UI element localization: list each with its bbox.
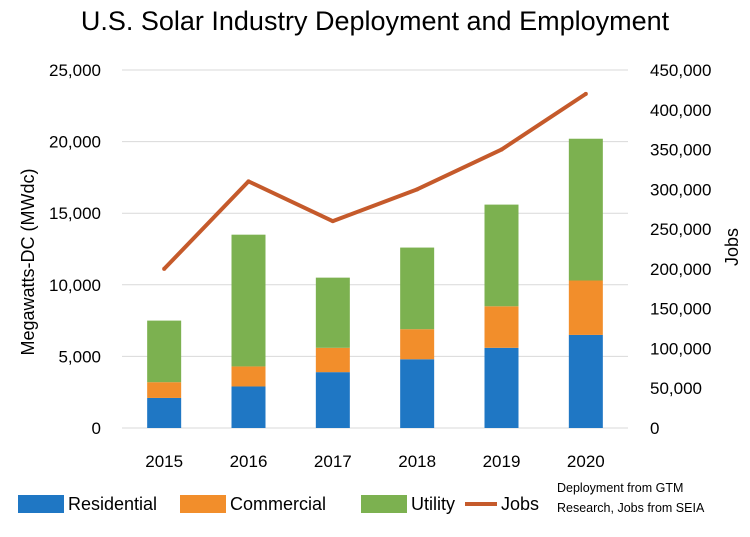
bar-utility-2016 — [231, 234, 266, 367]
bar-utility-2019 — [484, 204, 519, 307]
bar-utility-2020 — [568, 138, 603, 281]
y-axis-label: Megawatts-DC (MWdc) — [18, 168, 38, 355]
bar-residential-2015 — [147, 397, 182, 428]
legend-swatch-residential — [18, 495, 64, 513]
legend-label-jobs: Jobs — [501, 494, 539, 514]
y2-tick-label: 150,000 — [650, 300, 711, 319]
y2-tick-label: 400,000 — [650, 101, 711, 120]
legend-label-utility: Utility — [411, 494, 455, 514]
y2-axis-label: Jobs — [722, 228, 742, 266]
y-tick-label: 20,000 — [49, 133, 101, 152]
bars — [147, 138, 603, 428]
bar-residential-2020 — [568, 334, 603, 428]
x-tick-label: 2018 — [398, 452, 436, 471]
y2-tick-label: 200,000 — [650, 260, 711, 279]
y-tick-label: 0 — [92, 419, 101, 438]
bar-residential-2018 — [400, 359, 435, 428]
bar-residential-2017 — [315, 372, 350, 428]
point-jobs-2017 — [330, 219, 335, 224]
x-tick-label: 2020 — [567, 452, 605, 471]
x-tick-label: 2017 — [314, 452, 352, 471]
point-jobs-2015 — [162, 266, 167, 271]
point-jobs-2016 — [246, 179, 251, 184]
bar-commercial-2017 — [315, 347, 350, 373]
y2-tick-label: 100,000 — [650, 339, 711, 358]
y2-tick-label: 50,000 — [650, 379, 702, 398]
bar-residential-2019 — [484, 347, 519, 428]
y-tick-label: 5,000 — [58, 347, 101, 366]
point-jobs-2020 — [583, 91, 588, 96]
bar-commercial-2015 — [147, 382, 182, 398]
point-jobs-2018 — [415, 187, 420, 192]
bar-commercial-2016 — [231, 366, 266, 387]
y2-tick-label: 0 — [650, 419, 659, 438]
jobs-line-layer — [162, 91, 588, 271]
legend-label-commercial: Commercial — [230, 494, 326, 514]
y-tick-label: 10,000 — [49, 276, 101, 295]
line-jobs — [162, 92, 587, 271]
legend: Residential Commercial Utility Jobs — [18, 494, 539, 514]
bar-utility-2015 — [147, 320, 182, 383]
axis-ticks: 0 5,000 10,000 15,000 20,000 25,000 0 50,000 100… — [49, 61, 711, 471]
legend-swatch-commercial — [180, 495, 226, 513]
y2-tick-label: 350,000 — [650, 141, 711, 160]
legend-swatch-utility — [361, 495, 407, 513]
bar-commercial-2020 — [568, 280, 603, 335]
bar-commercial-2019 — [484, 306, 519, 348]
y-tick-label: 15,000 — [49, 204, 101, 223]
y2-tick-label: 300,000 — [650, 180, 711, 199]
y2-tick-label: 450,000 — [650, 61, 711, 80]
point-jobs-2019 — [499, 147, 504, 152]
x-tick-label: 2016 — [230, 452, 268, 471]
gridlines — [122, 69, 628, 429]
bar-utility-2018 — [400, 247, 435, 330]
bar-utility-2017 — [315, 277, 350, 348]
bar-residential-2016 — [231, 386, 266, 428]
x-tick-label: 2015 — [145, 452, 183, 471]
x-tick-label: 2019 — [483, 452, 521, 471]
legend-label-residential: Residential — [68, 494, 157, 514]
chart-title: U.S. Solar Industry Deployment and Emplo… — [81, 6, 670, 36]
bar-commercial-2018 — [400, 329, 435, 360]
source-note-line-2: Research, Jobs from SEIA — [557, 501, 705, 515]
source-note-line-1: Deployment from GTM — [557, 481, 683, 495]
y-tick-label: 25,000 — [49, 61, 101, 80]
y2-tick-label: 250,000 — [650, 220, 711, 239]
